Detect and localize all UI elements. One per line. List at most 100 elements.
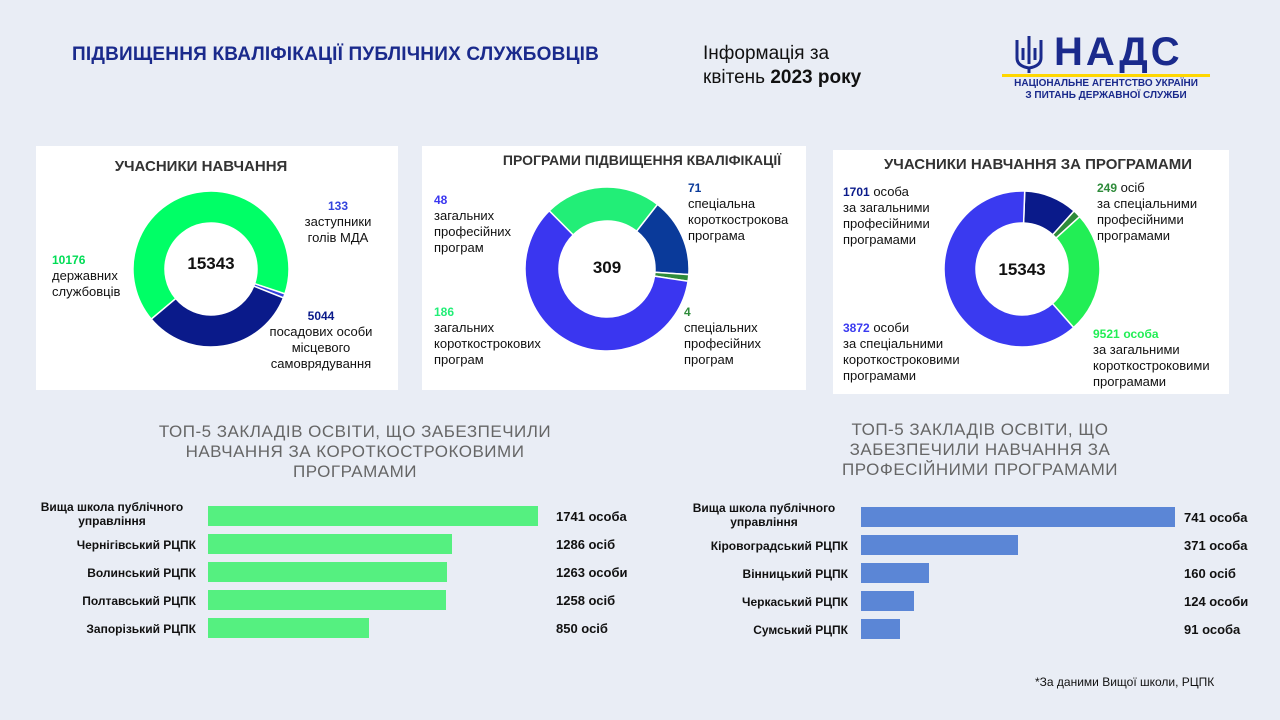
- slice-label-general-short: 186 загальних короткострокових програм: [434, 304, 564, 368]
- slice-text: спеціальних професійних програм: [684, 320, 762, 367]
- bar-value-1: 371 особа: [1184, 538, 1248, 553]
- top5-short-bar-chart: Вища школа публічного управління 1741 осо…: [40, 500, 628, 638]
- bar-0: [861, 507, 1175, 527]
- slice-value: 3872: [843, 321, 870, 335]
- slice-label-local-officials: 5044 посадових особи місцевого самовряду…: [258, 308, 384, 372]
- slice-label-special-professional: 4 спеціальних професійних програм: [684, 304, 794, 368]
- bar-4: [208, 618, 370, 638]
- page-title: ПІДВИЩЕННЯ КВАЛІФІКАЦІЇ ПУБЛІЧНИХ СЛУЖБО…: [72, 44, 600, 65]
- bar-value-2: 1263 особи: [556, 565, 628, 580]
- donut-slice-2: [150, 285, 285, 348]
- bar-label-3: Черкаський РЦПК: [742, 595, 848, 609]
- slice-value: 5044: [307, 309, 335, 323]
- bar-label-0: Вища школа публічного управління: [692, 501, 836, 529]
- bar-value-3: 1258 осіб: [556, 593, 616, 608]
- title-line: ПРОГРАМАМИ: [292, 462, 418, 481]
- slice-label-civil-servants: 10176 державних службовців: [52, 252, 152, 300]
- bar-value-0: 1741 особа: [556, 509, 627, 524]
- programs-donut: [524, 186, 690, 352]
- slice-unit: осіб: [1120, 180, 1145, 195]
- card-participants: УЧАСНИКИ НАВЧАННЯ 15343 10176 державних …: [36, 146, 398, 390]
- logo-divider: [1002, 74, 1210, 77]
- title-line: НАВЧАННЯ ЗА КОРОТКОСТРОКОВИМИ: [185, 442, 525, 461]
- bar-label-3: Полтавський РЦПК: [82, 594, 196, 608]
- report-period: Інформація за квітень 2023 року: [703, 42, 861, 90]
- donut-slice-3: [548, 186, 659, 236]
- bar-label-0: Вища школа публічного управління: [40, 500, 184, 528]
- slice-value: 133: [327, 199, 349, 213]
- participants-by-program-donut: [943, 190, 1101, 348]
- participants-donut: [132, 190, 290, 348]
- slice-text: за спеціальними професійними програмами: [1097, 196, 1198, 243]
- info-month: квітень: [703, 67, 771, 88]
- slice-label-general-professional: 48 загальних професійних програм: [434, 192, 534, 256]
- title-line: ТОП-5 ЗАКЛАДІВ ОСВІТИ, ЩО ЗАБЕЗПЕЧИЛИ: [158, 422, 552, 441]
- slice-unit: особи: [873, 320, 910, 335]
- title-line: ТОП-5 ЗАКЛАДІВ ОСВІТИ, ЩО: [851, 420, 1109, 439]
- bar-label-4: Сумський РЦПК: [753, 623, 848, 637]
- slice-text: загальних професійних програм: [434, 208, 512, 255]
- logo-subtitle-line-1: НАЦІОНАЛЬНЕ АГЕНТСТВО УКРАЇНИ: [1014, 78, 1198, 89]
- slice-text: за загальними короткостроковими програма…: [1093, 342, 1210, 389]
- slice-value: 249: [1097, 181, 1118, 195]
- slice-text: загальних короткострокових програм: [434, 320, 541, 367]
- slice-text: за загальними професійними програмами: [843, 200, 930, 247]
- top5-short-title: ТОП-5 ЗАКЛАДІВ ОСВІТИ, ЩО ЗАБЕЗПЕЧИЛИ НА…: [150, 422, 560, 482]
- card-title: ПРОГРАМИ ПІДВИЩЕННЯ КВАЛІФІКАЦІЇ: [502, 152, 782, 168]
- bar-2: [208, 562, 448, 582]
- bar-3: [861, 591, 914, 611]
- slice-unit: особа: [873, 184, 909, 199]
- bar-label-2: Волинський РЦПК: [87, 566, 196, 580]
- bar-label-2: Вінницький РЦПК: [742, 567, 848, 581]
- bar-0: [208, 506, 538, 526]
- slice-text: за спеціальними короткостроковими програ…: [843, 336, 960, 383]
- donut-center-value: 15343: [187, 254, 235, 273]
- card-programs: ПРОГРАМИ ПІДВИЩЕННЯ КВАЛІФІКАЦІЇ 309 48 …: [422, 146, 806, 390]
- donut-slice-0: [132, 190, 290, 321]
- slice-value: 48: [434, 193, 448, 207]
- card-participants-by-program: УЧАСНИКИ НАВЧАННЯ ЗА ПРОГРАМАМИ 15343 17…: [833, 150, 1229, 394]
- slice-label-general-short: 9521 особа за загальними короткострокови…: [1093, 326, 1229, 390]
- bar-label-1: Кіровоградський РЦПК: [710, 539, 848, 553]
- trident-icon: [1015, 36, 1043, 73]
- donut-center-value: 15343: [998, 260, 1046, 279]
- bar-label-1: Чернігівський РЦПК: [76, 538, 196, 552]
- bar-label-4: Запорізький РЦПК: [86, 622, 196, 636]
- slice-label-general-professional: 1701 особа за загальними професійними пр…: [843, 184, 973, 248]
- bar-value-1: 1286 осіб: [556, 537, 616, 552]
- title-line: ПРОФЕСІЙНИМИ ПРОГРАМАМИ: [841, 460, 1119, 479]
- logo-subtitle-line-2: З ПИТАНЬ ДЕРЖАВНОЇ СЛУЖБИ: [1025, 90, 1187, 101]
- info-suffix: року: [812, 67, 862, 88]
- bar-value-0: 741 особа: [1184, 510, 1248, 525]
- slice-label-special-professional: 249 осіб за спеціальними професійними пр…: [1097, 180, 1221, 244]
- bar-value-3: 124 особи: [1184, 594, 1249, 609]
- bar-3: [208, 590, 447, 610]
- slice-value: 71: [688, 181, 702, 195]
- bar-value-4: 850 осіб: [556, 621, 608, 636]
- logo-subtitle: НАЦІОНАЛЬНЕ АГЕНТСТВО УКРАЇНИ З ПИТАНЬ Д…: [990, 78, 1222, 102]
- logo-name: НАДС: [1054, 30, 1183, 74]
- bar-1: [208, 534, 452, 554]
- slice-value: 10176: [52, 253, 86, 267]
- info-line-1: Інформація за: [703, 43, 830, 64]
- slice-label-deputy-heads: 133 заступники голів МДА: [298, 198, 378, 246]
- donut-slice-3: [943, 190, 1075, 348]
- bar-value-4: 91 особа: [1184, 622, 1241, 637]
- slice-value: 186: [434, 305, 455, 319]
- slice-value: 1701: [843, 185, 870, 199]
- slice-text: спеціальна короткострокова програма: [688, 196, 789, 243]
- donut-center-value: 309: [592, 258, 622, 277]
- card-title: УЧАСНИКИ НАВЧАННЯ: [114, 158, 288, 175]
- title-line: ЗАБЕЗПЕЧИЛИ НАВЧАННЯ ЗА: [849, 440, 1111, 459]
- top5-professional-bar-chart: Вища школа публічного управління 741 особ…: [640, 0, 1280, 720]
- info-line-2: квітень 2023 року: [703, 66, 861, 90]
- bar-1: [861, 535, 1019, 555]
- bar-value-2: 160 осіб: [1184, 566, 1236, 581]
- slice-label-special-short: 71 спеціальна короткострокова програма: [688, 180, 808, 244]
- nads-logo: НАДС НАЦІОНАЛЬНЕ АГЕНТСТВО УКРАЇНИ З ПИТ…: [1002, 30, 1220, 110]
- bar-4: [861, 619, 900, 639]
- top5-professional-title: ТОП-5 ЗАКЛАДІВ ОСВІТИ, ЩО ЗАБЕЗПЕЧИЛИ НА…: [780, 420, 1180, 480]
- slice-text: заступники голів МДА: [304, 214, 372, 245]
- card-title: УЧАСНИКИ НАВЧАННЯ ЗА ПРОГРАМАМИ: [883, 156, 1193, 173]
- slice-text: державних службовців: [52, 268, 121, 299]
